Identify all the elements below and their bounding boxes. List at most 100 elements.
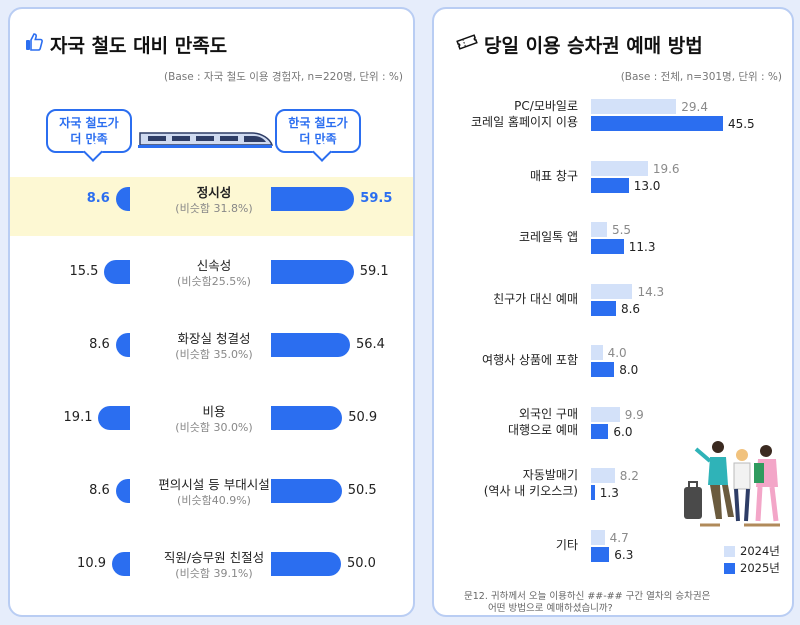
bar-2025 — [591, 485, 595, 500]
panel-title: 당일 이용 승차권 예매 방법 — [456, 31, 703, 58]
panel-title-text: 당일 이용 승차권 예매 방법 — [484, 35, 703, 57]
bar-2025 — [591, 239, 624, 254]
category-label: 코레일톡 앱 — [519, 229, 578, 245]
value-label: 8.0 — [619, 363, 639, 377]
category-label: 여행사 상품에 포함 — [482, 352, 578, 368]
callout-line: 더 만족 — [70, 132, 108, 146]
bar-home-rail — [98, 406, 130, 430]
value-label-left: 8.6 — [86, 191, 110, 206]
bar-korea-rail — [271, 260, 354, 284]
value-label-left: 8.6 — [89, 483, 110, 498]
booking-method-panel: 당일 이용 승차권 예매 방법 (Base : 전체, n=301명, 단위 :… — [432, 7, 794, 617]
value-label: 19.6 — [652, 161, 680, 176]
category-label-line: 코레일 홈페이지 이용 — [471, 115, 578, 129]
category-label: 신속성 — [196, 258, 232, 273]
callout-korea-rail: 한국 철도가 더 만족 — [275, 109, 361, 153]
base-note: (Base : 자국 철도 이용 경험자, n=220명, 단위 : %) — [164, 71, 403, 83]
value-label: 6.0 — [613, 424, 633, 439]
category-label: 편의시설 등 부대시설 — [158, 477, 270, 492]
legend-item-2025: 2025년 — [724, 560, 780, 576]
value-label: 29.4 — [681, 100, 708, 114]
bar-2024 — [591, 468, 615, 483]
category-sublabel: (비슷함 31.8%) — [175, 202, 253, 215]
callout-home-rail: 자국 철도가 더 만족 — [46, 109, 132, 153]
bar-korea-rail — [271, 333, 350, 357]
category-label-line: 코레일톡 앱 — [518, 230, 578, 244]
category-sublabel: (비슷함 35.0%) — [175, 348, 253, 361]
bar-2025 — [591, 116, 723, 131]
bar-home-rail — [112, 552, 130, 576]
legend-swatch — [724, 562, 735, 574]
legend-item-2024: 2024년 — [724, 543, 780, 559]
category-label: 비용 — [202, 404, 226, 419]
value-label: 4.7 — [609, 530, 629, 545]
category-sublabel: (비슷함 39.1%) — [175, 567, 253, 580]
ticket-icon — [456, 33, 478, 56]
bar-2024 — [591, 529, 605, 545]
value-label-right: 50.0 — [347, 556, 376, 571]
value-label: 14.3 — [637, 284, 665, 299]
satisfaction-panel: 자국 철도 대비 만족도 (Base : 자국 철도 이용 경험자, n=220… — [8, 7, 415, 617]
value-label: 11.3 — [628, 240, 656, 254]
value-label: 9.9 — [624, 407, 644, 422]
bar-home-rail — [115, 187, 130, 211]
category-label: 친구가 대신 예매 — [493, 291, 578, 307]
value-label-right: 56.4 — [355, 337, 385, 352]
category-label: 외국인 구매 대행으로 예매 — [508, 406, 578, 438]
legend-label: 2024년 — [740, 544, 780, 558]
bar-home-rail — [115, 333, 130, 357]
category-label-line: 매표 창구 — [530, 168, 578, 183]
category-label: 화장실 청결성 — [177, 331, 251, 346]
footnote-line: 어떤 방법으로 예매하셨습니까? — [488, 603, 613, 614]
category-label-line: (역사 내 키오스크) — [483, 484, 578, 498]
bar-2024 — [591, 283, 633, 299]
thumbs-up-icon — [24, 32, 44, 57]
bar-2025 — [591, 423, 609, 439]
value-label: 13.0 — [633, 178, 661, 193]
category-label: 매표 창구 — [530, 168, 578, 184]
value-label: 8.6 — [620, 301, 641, 316]
bar-2025 — [591, 362, 615, 377]
callout-line: 자국 철도가 — [59, 116, 119, 130]
bar-korea-rail — [271, 187, 355, 211]
value-label: 6.3 — [614, 547, 634, 562]
footnote: 문12. 귀하께서 오늘 이용하신 ##-## 구간 열차의 승차권은 어떤 방… — [464, 591, 710, 615]
category-label-line: 친구가 대신 예매 — [493, 291, 578, 306]
bar-korea-rail — [271, 406, 343, 430]
category-label: 자동발매기 (역사 내 키오스크) — [484, 467, 578, 499]
value-label-left: 19.1 — [63, 410, 93, 425]
panel-title-text: 자국 철도 대비 만족도 — [50, 35, 228, 57]
category-label-line: 외국인 구매 — [518, 406, 578, 421]
bar-korea-rail — [271, 552, 341, 576]
category-sublabel: (비슷함40.9%) — [177, 494, 251, 507]
value-label-right: 50.9 — [348, 410, 378, 425]
footnote-line: 문12. 귀하께서 오늘 이용하신 ##-## 구간 열차의 승차권은 — [464, 591, 711, 602]
legend-label: 2025년 — [740, 561, 780, 575]
value-label-right: 50.5 — [347, 483, 377, 498]
bar-2025 — [591, 177, 629, 193]
value-label-left: 15.5 — [69, 264, 99, 279]
bar-home-rail — [115, 479, 130, 503]
value-label: 5.5 — [611, 223, 632, 237]
category-label-line: PC/모바일로 — [514, 99, 578, 113]
legend-swatch — [724, 545, 735, 557]
value-label-right: 59.1 — [359, 264, 389, 279]
category-label-line: 여행사 상품에 포함 — [482, 353, 578, 367]
travelers-illustration — [684, 441, 780, 527]
base-note: (Base : 전체, n=301명, 단위 : %) — [620, 71, 782, 83]
category-label-line: 대행으로 예매 — [507, 422, 578, 437]
category-label-line: 기타 — [555, 537, 578, 552]
value-label-right: 59.5 — [360, 191, 393, 206]
category-sublabel: (비슷함25.5%) — [177, 275, 251, 288]
bar-2024 — [591, 160, 648, 176]
callout-line: 더 만족 — [299, 132, 337, 146]
bar-korea-rail — [271, 479, 342, 503]
bar-home-rail — [104, 260, 130, 284]
bar-2024 — [591, 99, 677, 114]
category-label: 정시성 — [196, 185, 232, 200]
train-icon — [138, 132, 274, 148]
value-label: 8.2 — [619, 469, 639, 483]
bar-2025 — [591, 300, 616, 316]
category-label: 기타 — [556, 537, 578, 553]
